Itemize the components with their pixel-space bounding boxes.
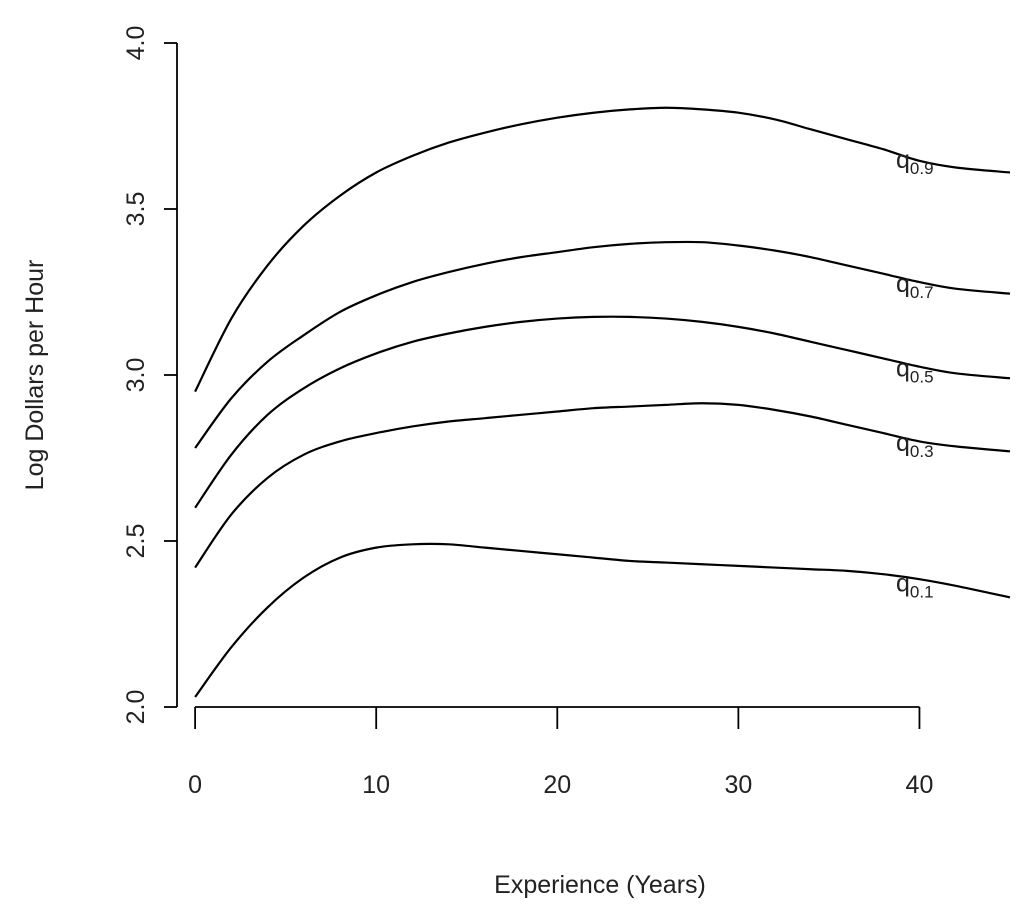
series-label-main: q — [896, 354, 910, 382]
series-label-main: q — [896, 146, 910, 174]
series-labels: q0.9q0.7q0.5q0.3q0.1 — [896, 146, 934, 601]
series-lines — [194, 106, 1011, 698]
x-tick-label: 0 — [188, 771, 202, 799]
x-tick-label: 40 — [906, 771, 934, 799]
series-label-0-3: q0.3 — [896, 429, 934, 461]
series-label-0-9: q0.9 — [896, 146, 934, 178]
series-line-0-3 — [194, 402, 1011, 569]
y-axis-title: Log Dollars per Hour — [21, 260, 49, 491]
series-line-0-9 — [194, 106, 1011, 393]
series-label-subscript: 0.1 — [910, 582, 934, 601]
series-label-subscript: 0.7 — [910, 283, 934, 302]
y-tick-label: 3.0 — [122, 358, 150, 393]
series-line-0-5 — [194, 315, 1011, 509]
y-tick-label: 4.0 — [122, 26, 150, 61]
y-tick-label: 3.5 — [122, 192, 150, 227]
y-tick-label: 2.0 — [122, 690, 150, 725]
series-label-subscript: 0.5 — [910, 367, 934, 386]
x-axis-title: Experience (Years) — [494, 871, 706, 899]
y-tick-label: 2.5 — [122, 524, 150, 559]
series-line-0-7 — [194, 240, 1011, 449]
series-label-0-7: q0.7 — [896, 270, 934, 302]
series-label-0-5: q0.5 — [896, 354, 934, 386]
series-label-main: q — [896, 569, 910, 597]
series-label-subscript: 0.9 — [910, 159, 934, 178]
series-line-0-1 — [194, 542, 1011, 698]
y-axis-ticks: 2.0 2.5 3.0 3.5 4.0 — [122, 26, 177, 725]
series-label-0-1: q0.1 — [896, 569, 934, 601]
axes: 2.0 2.5 3.0 3.5 4.0 0 10 20 30 40 — [122, 26, 934, 799]
x-tick-label: 10 — [362, 771, 390, 799]
x-tick-label: 30 — [724, 771, 752, 799]
x-tick-label: 20 — [543, 771, 571, 799]
series-label-subscript: 0.3 — [910, 442, 934, 461]
x-axis-ticks: 0 10 20 30 40 — [188, 707, 933, 799]
series-label-main: q — [896, 270, 910, 298]
series-label-main: q — [896, 429, 910, 457]
